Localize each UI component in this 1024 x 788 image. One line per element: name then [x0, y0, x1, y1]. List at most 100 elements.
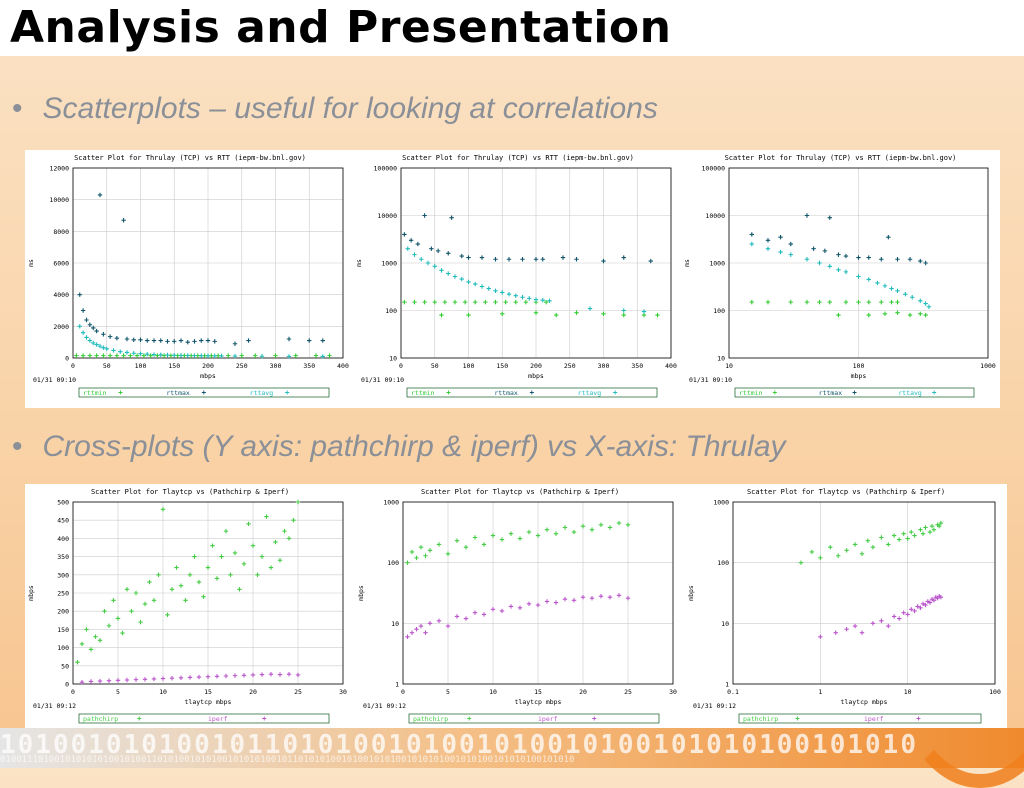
- series-rttavg: [405, 246, 647, 314]
- x-axis-label: tlaytcp mbps: [841, 698, 888, 706]
- data-point-pathchirp: [129, 609, 134, 614]
- data-point-iperf: [481, 612, 487, 617]
- timestamp: 01/31 09:10: [361, 376, 404, 384]
- data-point-rttmax: [866, 255, 871, 260]
- data-point-rttavg: [621, 308, 626, 313]
- data-point-iperf: [508, 604, 514, 609]
- data-point-pathchirp: [427, 548, 433, 553]
- data-point-iperf: [571, 598, 577, 603]
- data-point-iperf: [88, 679, 94, 684]
- data-point-rttmin: [442, 299, 448, 305]
- data-point-rttmax: [199, 338, 204, 343]
- data-point-rttmax: [540, 257, 545, 262]
- data-point-rttavg: [405, 246, 410, 251]
- data-point-rttmin: [523, 299, 529, 305]
- data-point-rttmin: [836, 312, 841, 318]
- chart-1: Scatter Plot for Thrulay (TCP) vs RTT (i…: [355, 154, 677, 398]
- data-point-rttmin: [74, 353, 79, 358]
- data-point-pathchirp: [818, 555, 823, 561]
- legend-label: rttmax: [819, 389, 843, 397]
- legend-box: [78, 713, 330, 724]
- data-point-rttmax: [446, 251, 451, 256]
- data-point-rttmin: [907, 312, 913, 318]
- data-point-pathchirp: [273, 539, 278, 545]
- data-point-pathchirp: [196, 579, 202, 585]
- data-point-rttmin: [439, 312, 444, 318]
- binary-decoration-small: 0100111010010101010100101001101010010101…: [0, 755, 575, 765]
- data-point-pathchirp: [508, 531, 514, 536]
- data-point-rttavg: [286, 354, 292, 359]
- data-point-rttmin: [412, 299, 417, 305]
- data-point-pathchirp: [259, 554, 265, 559]
- data-point-rttmax: [77, 292, 82, 297]
- data-point-pathchirp: [938, 520, 944, 526]
- data-point-rttmax: [151, 338, 157, 343]
- data-point-rttavg: [205, 353, 211, 358]
- data-point-iperf: [544, 599, 550, 604]
- data-point-rttmax: [648, 258, 653, 264]
- data-point-iperf: [79, 679, 85, 685]
- x-tick-label: 350: [631, 362, 643, 370]
- x-tick-label: 25: [624, 688, 632, 696]
- legend-marker: [137, 716, 142, 721]
- data-point-pathchirp: [174, 565, 179, 570]
- legend-marker: [772, 390, 777, 395]
- data-point-rttmax: [459, 253, 464, 259]
- y-tick-label: 500: [57, 499, 69, 507]
- data-point-pathchirp: [160, 507, 166, 512]
- data-point-iperf: [553, 600, 559, 605]
- data-point-rttavg: [466, 279, 471, 285]
- data-point-pathchirp: [409, 549, 415, 555]
- y-tick-label: 350: [57, 553, 69, 561]
- y-tick-label: 400: [57, 535, 69, 543]
- data-point-pathchirp: [607, 525, 613, 530]
- data-point-pathchirp: [124, 587, 130, 592]
- data-point-pathchirp: [205, 565, 211, 570]
- y-tick-label: 4000: [53, 291, 69, 299]
- data-point-rttavg: [910, 295, 915, 300]
- data-point-iperf: [891, 614, 897, 619]
- data-point-rttavg: [165, 352, 170, 358]
- x-tick-label: 1: [818, 688, 822, 696]
- data-point-iperf: [499, 608, 505, 614]
- x-tick-label: 300: [598, 362, 610, 370]
- data-point-rttmax: [429, 246, 434, 251]
- data-point-rttavg: [889, 286, 894, 291]
- data-point-rttmax: [84, 317, 89, 323]
- data-point-rttavg: [500, 290, 505, 295]
- data-point-pathchirp: [282, 528, 287, 534]
- data-point-rttavg: [94, 342, 99, 347]
- data-point-pathchirp: [937, 523, 942, 529]
- data-point-rttmin: [462, 299, 468, 305]
- data-point-rttmax: [131, 337, 136, 342]
- data-point-iperf: [423, 630, 428, 635]
- data-point-pathchirp: [490, 533, 496, 538]
- data-point-rttavg: [80, 330, 86, 335]
- data-point-iperf: [259, 672, 265, 677]
- data-point-rttavg: [473, 281, 478, 287]
- data-point-rttavg: [419, 257, 424, 262]
- data-point-iperf: [286, 671, 292, 677]
- x-tick-label: 0: [71, 362, 75, 370]
- data-point-iperf: [178, 675, 184, 681]
- data-point-rttmin: [918, 311, 923, 317]
- data-point-rttmin: [483, 299, 488, 305]
- x-tick-label: 100: [463, 362, 475, 370]
- data-point-pathchirp: [886, 542, 891, 547]
- data-point-iperf: [151, 676, 157, 682]
- data-point-rttmin: [788, 299, 793, 305]
- legend-marker: [201, 390, 206, 395]
- data-point-iperf: [409, 630, 415, 635]
- data-point-pathchirp: [192, 554, 197, 559]
- data-point-rttmin: [493, 299, 498, 305]
- data-point-rttmax: [101, 332, 106, 337]
- data-point-iperf: [897, 616, 902, 621]
- legend-marker: [932, 390, 937, 395]
- data-point-iperf: [852, 623, 858, 629]
- data-point-rttmin: [121, 353, 126, 358]
- data-point-pathchirp: [111, 598, 116, 603]
- x-axis-label: mbps: [200, 372, 216, 380]
- data-point-pathchirp: [923, 525, 928, 530]
- chart-2: Scatter Plot for Thrulay (TCP) vs RTT (i…: [683, 154, 996, 398]
- y-tick-label: 1: [395, 681, 399, 689]
